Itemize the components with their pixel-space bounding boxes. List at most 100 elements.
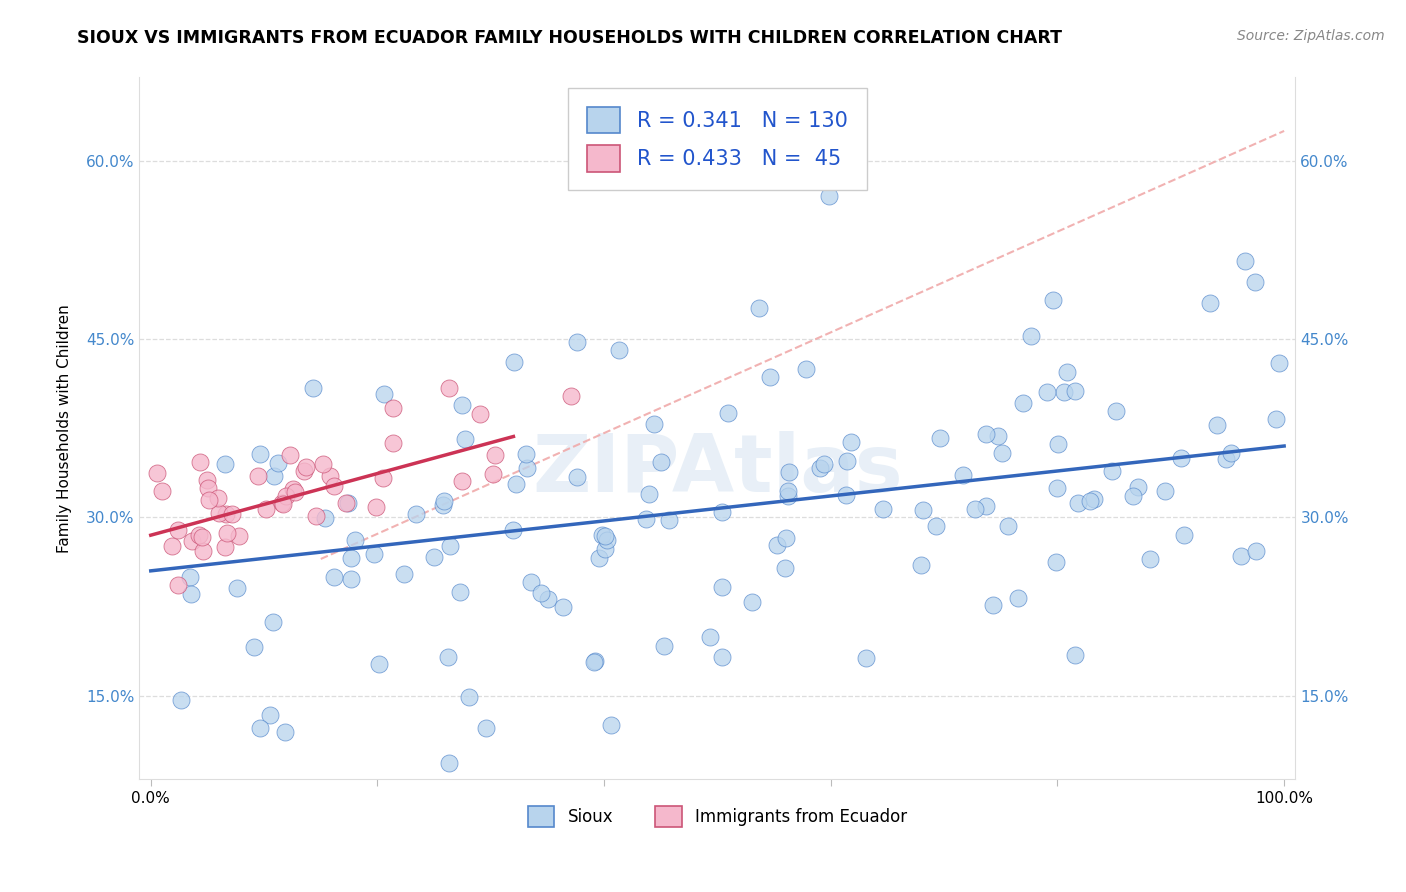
Point	[808, 461, 831, 475]
Point	[179, 570, 201, 584]
Point	[242, 640, 264, 654]
Point	[146, 466, 169, 480]
Point	[262, 615, 284, 629]
Point	[502, 523, 524, 537]
Point	[226, 582, 249, 596]
Point	[530, 586, 553, 600]
Point	[773, 561, 796, 575]
Point	[565, 469, 588, 483]
Point	[1122, 489, 1144, 503]
Point	[191, 530, 214, 544]
Point	[583, 654, 606, 668]
Point	[1078, 494, 1101, 508]
Text: ZIPAtlas: ZIPAtlas	[531, 431, 903, 509]
Point	[1220, 446, 1243, 460]
Point	[1104, 404, 1126, 418]
Point	[382, 436, 405, 450]
Point	[1265, 412, 1288, 426]
Point	[458, 690, 481, 705]
Legend: Sioux, Immigrants from Ecuador: Sioux, Immigrants from Ecuador	[522, 799, 914, 834]
Point	[658, 513, 681, 527]
Point	[284, 485, 307, 500]
Point	[1019, 329, 1042, 343]
Point	[228, 529, 250, 543]
Point	[1053, 384, 1076, 399]
Point	[818, 189, 841, 203]
Point	[560, 388, 582, 402]
Point	[567, 334, 589, 349]
Point	[207, 491, 229, 505]
Point	[314, 511, 336, 525]
Point	[1063, 648, 1085, 662]
Point	[794, 362, 817, 376]
Point	[394, 566, 416, 581]
Point	[591, 528, 613, 542]
Point	[855, 651, 877, 665]
Point	[981, 598, 1004, 612]
Point	[1101, 465, 1123, 479]
Point	[1230, 549, 1253, 563]
Point	[312, 457, 335, 471]
Point	[1056, 365, 1078, 379]
Point	[607, 343, 630, 357]
Point	[247, 469, 270, 483]
Point	[974, 426, 997, 441]
Point	[474, 721, 496, 735]
Point	[1007, 591, 1029, 606]
Text: Source: ZipAtlas.com: Source: ZipAtlas.com	[1237, 29, 1385, 44]
Point	[208, 506, 231, 520]
Point	[166, 578, 188, 592]
Point	[1244, 275, 1267, 289]
Point	[437, 650, 460, 665]
Point	[1083, 491, 1105, 506]
Point	[432, 498, 454, 512]
Point	[221, 507, 243, 521]
Point	[214, 507, 236, 521]
Point	[450, 398, 472, 412]
Point	[259, 708, 281, 723]
Point	[468, 407, 491, 421]
Point	[839, 435, 862, 450]
Point	[215, 525, 238, 540]
Point	[652, 640, 675, 654]
Point	[423, 549, 446, 564]
Point	[1042, 293, 1064, 308]
Point	[1244, 544, 1267, 558]
Point	[188, 528, 211, 542]
Point	[593, 529, 616, 543]
Point	[195, 473, 218, 487]
Point	[319, 469, 342, 483]
Point	[741, 595, 763, 609]
Point	[952, 468, 974, 483]
Point	[516, 461, 538, 475]
Point	[437, 381, 460, 395]
Point	[748, 301, 770, 315]
Point	[214, 457, 236, 471]
Point	[537, 591, 560, 606]
Point	[1047, 437, 1070, 451]
Point	[1170, 450, 1192, 465]
Point	[249, 447, 271, 461]
Point	[759, 370, 782, 384]
Point	[643, 417, 665, 431]
Point	[295, 460, 318, 475]
Point	[449, 584, 471, 599]
Point	[198, 492, 221, 507]
Point	[991, 446, 1014, 460]
Point	[872, 502, 894, 516]
Point	[1046, 481, 1069, 495]
Point	[344, 533, 367, 547]
Point	[405, 507, 427, 521]
Point	[766, 538, 789, 552]
Point	[1173, 528, 1195, 542]
Point	[278, 448, 301, 462]
Point	[912, 502, 935, 516]
Point	[717, 406, 740, 420]
Point	[1268, 355, 1291, 369]
Point	[271, 496, 294, 510]
Point	[373, 471, 395, 485]
Point	[503, 355, 526, 369]
Point	[776, 483, 799, 498]
Point	[593, 542, 616, 557]
Point	[437, 756, 460, 770]
